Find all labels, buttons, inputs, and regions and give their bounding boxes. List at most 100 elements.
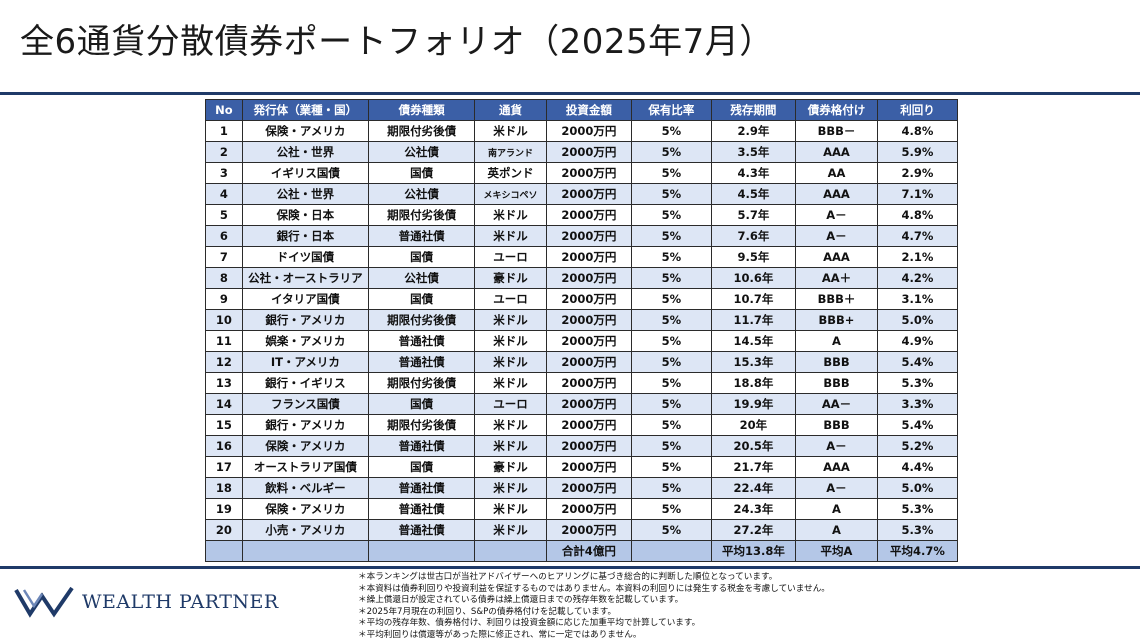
cell-no: 8 [205, 267, 243, 289]
table-row: 5 保険・日本 期限付劣後債 米ドル 2000万円 5% 5.7年 A－ 4.8% [205, 204, 958, 226]
cell-credit-rating: AA－ [794, 393, 879, 415]
cell-yield: 5.0% [877, 309, 958, 331]
cell-no: 17 [205, 456, 243, 478]
cell-yield: 4.8% [877, 120, 958, 142]
cell-issuer: 保険・アメリカ [241, 498, 370, 520]
cell-bond-type: 期限付劣後債 [367, 414, 476, 436]
cell-remaining-term: 7.6年 [710, 225, 796, 247]
cell-yield: 3.3% [877, 393, 958, 415]
cell-remaining-term: 9.5年 [710, 246, 796, 268]
table-row: 16 保険・アメリカ 普通社債 米ドル 2000万円 5% 20.5年 A－ 5.2% [205, 435, 958, 457]
table-row: 19 保険・アメリカ 普通社債 米ドル 2000万円 5% 24.3年 A 5.3% [205, 498, 958, 520]
table-row: 18 飲料・ベルギー 普通社債 米ドル 2000万円 5% 22.4年 A－ 5.0% [205, 477, 958, 499]
cell-holding-ratio: 5% [630, 225, 712, 247]
cell-yield: 5.4% [877, 414, 958, 436]
cell-bond-type: 普通社債 [367, 351, 476, 373]
cell-no: 11 [205, 330, 243, 352]
cell-currency: 英ポンド [474, 162, 547, 184]
cell-no: 7 [205, 246, 243, 268]
total-cell-issuer [241, 540, 370, 562]
cell-holding-ratio: 5% [630, 435, 712, 457]
cell-issuer: IT・アメリカ [241, 351, 370, 373]
cell-bond-type: 公社債 [367, 183, 476, 205]
cell-issuer: 小売・アメリカ [241, 519, 370, 541]
cell-no: 5 [205, 204, 243, 226]
cell-no: 9 [205, 288, 243, 310]
cell-credit-rating: A [794, 330, 879, 352]
cell-remaining-term: 3.5年 [710, 141, 796, 163]
cell-issuer: 公社・オーストラリア [241, 267, 370, 289]
cell-remaining-term: 21.7年 [710, 456, 796, 478]
cell-currency: 米ドル [474, 351, 547, 373]
footnote: ＊2025年7月現在の利回り、S&Pの債券格付けを記載しています。 [358, 606, 617, 617]
cell-credit-rating: BBB [794, 372, 879, 394]
cell-credit-rating: A [794, 498, 879, 520]
cell-investment-amount: 2000万円 [545, 330, 632, 352]
page-title: 全6通貨分散債券ポートフォリオ（2025年7月） [20, 22, 774, 62]
cell-investment-amount: 2000万円 [545, 120, 632, 142]
cell-no: 19 [205, 498, 243, 520]
total-cell-bond-type [367, 540, 476, 562]
cell-bond-type: 普通社債 [367, 330, 476, 352]
cell-holding-ratio: 5% [630, 183, 712, 205]
cell-remaining-term: 20.5年 [710, 435, 796, 457]
cell-remaining-term: 4.5年 [710, 183, 796, 205]
cell-currency: 米ドル [474, 309, 547, 331]
cell-currency: 米ドル [474, 372, 547, 394]
table-row: 6 銀行・日本 普通社債 米ドル 2000万円 5% 7.6年 A－ 4.7% [205, 225, 958, 247]
cell-currency: 豪ドル [474, 456, 547, 478]
cell-currency: ユーロ [474, 246, 547, 268]
total-cell-currency [474, 540, 547, 562]
cell-holding-ratio: 5% [630, 141, 712, 163]
cell-investment-amount: 2000万円 [545, 246, 632, 268]
cell-no: 20 [205, 519, 243, 541]
table-row: 20 小売・アメリカ 普通社債 米ドル 2000万円 5% 27.2年 A 5.3% [205, 519, 958, 541]
cell-no: 10 [205, 309, 243, 331]
total-cell-investment-amount: 合計4億円 [545, 540, 632, 562]
cell-investment-amount: 2000万円 [545, 498, 632, 520]
cell-issuer: 娯楽・アメリカ [241, 330, 370, 352]
cell-credit-rating: A－ [794, 204, 879, 226]
cell-issuer: 公社・世界 [241, 183, 370, 205]
cell-bond-type: 期限付劣後債 [367, 309, 476, 331]
cell-issuer: ドイツ国債 [241, 246, 370, 268]
cell-currency: 豪ドル [474, 267, 547, 289]
cell-investment-amount: 2000万円 [545, 456, 632, 478]
table-total-row: 合計4億円 平均13.8年 平均A 平均4.7% [205, 540, 958, 562]
cell-issuer: 銀行・イギリス [241, 372, 370, 394]
total-cell-yield: 平均4.7% [877, 540, 958, 562]
cell-holding-ratio: 5% [630, 477, 712, 499]
cell-bond-type: 国債 [367, 246, 476, 268]
cell-yield: 4.2% [877, 267, 958, 289]
column-header-credit-rating: 債券格付け [794, 99, 879, 121]
logo-text: WEALTH PARTNER [82, 591, 279, 613]
cell-holding-ratio: 5% [630, 330, 712, 352]
cell-yield: 5.9% [877, 141, 958, 163]
cell-remaining-term: 14.5年 [710, 330, 796, 352]
cell-remaining-term: 4.3年 [710, 162, 796, 184]
cell-no: 1 [205, 120, 243, 142]
cell-holding-ratio: 5% [630, 204, 712, 226]
cell-yield: 5.2% [877, 435, 958, 457]
cell-bond-type: 国債 [367, 162, 476, 184]
total-cell-holding-ratio [630, 540, 712, 562]
cell-yield: 5.3% [877, 519, 958, 541]
cell-holding-ratio: 5% [630, 246, 712, 268]
cell-yield: 3.1% [877, 288, 958, 310]
cell-issuer: 銀行・日本 [241, 225, 370, 247]
table-row: 13 銀行・イギリス 期限付劣後債 米ドル 2000万円 5% 18.8年 BBB 5.3% [205, 372, 958, 394]
cell-issuer: フランス国債 [241, 393, 370, 415]
cell-bond-type: 期限付劣後債 [367, 204, 476, 226]
cell-holding-ratio: 5% [630, 393, 712, 415]
table-row: 14 フランス国債 国債 ユーロ 2000万円 5% 19.9年 AA－ 3.3% [205, 393, 958, 415]
cell-holding-ratio: 5% [630, 267, 712, 289]
column-header-issuer: 発行体（業種・国） [241, 99, 370, 121]
cell-bond-type: 普通社債 [367, 519, 476, 541]
table-row: 9 イタリア国債 国債 ユーロ 2000万円 5% 10.7年 BBB＋ 3.1% [205, 288, 958, 310]
cell-holding-ratio: 5% [630, 498, 712, 520]
cell-currency: 米ドル [474, 498, 547, 520]
cell-currency: 米ドル [474, 120, 547, 142]
cell-investment-amount: 2000万円 [545, 477, 632, 499]
cell-investment-amount: 2000万円 [545, 414, 632, 436]
